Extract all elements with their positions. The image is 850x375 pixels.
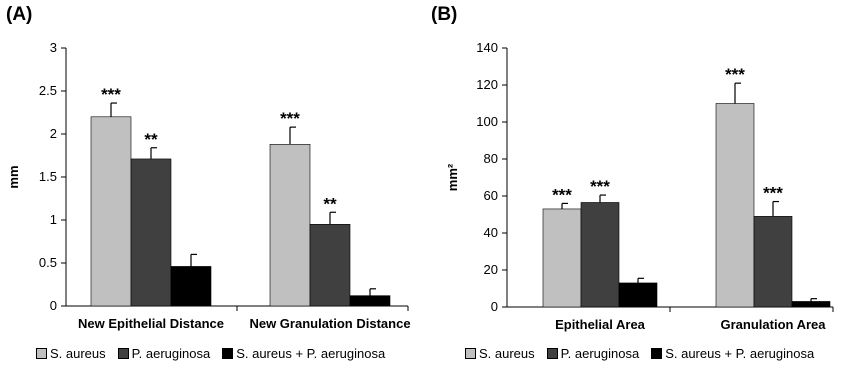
panel-label: (B) (431, 4, 458, 25)
legend-item: S. aureus + P. aeruginosa (222, 346, 385, 361)
significance-label: *** (101, 85, 121, 104)
bar (309, 224, 351, 307)
bar-chart-b: 0 20 40 60 80 100 120 140 mm² *** *** Epithelial Ar… (445, 40, 834, 332)
significance-label: ** (144, 130, 158, 149)
y-tick-label: 3 (50, 40, 57, 55)
significance-label: *** (552, 185, 572, 204)
legend: S. aureus P. aeruginosa S. aureus + P. aer… (465, 346, 826, 361)
legend-label: P. aeruginosa (560, 346, 640, 361)
legend-swatch (651, 348, 663, 359)
y-tick-label: 1.5 (39, 169, 57, 184)
legend-item: S. aureus (465, 346, 535, 361)
legend-label: S. aureus (479, 346, 535, 361)
legend-item: S. aureus + P. aeruginosa (651, 346, 814, 361)
significance-label: *** (590, 177, 610, 196)
y-tick-label: 20 (484, 262, 498, 277)
y-tick-label: 100 (476, 114, 498, 129)
bar (791, 301, 831, 308)
category-label: New Epithelial Distance (78, 316, 224, 331)
chart-panel-a: (A) 0 0.5 1 1.5 2 2.5 3 mm *** ** New Epithelial D… (6, 4, 411, 361)
legend-item: P. aeruginosa (117, 346, 211, 361)
panel-label: (A) (6, 4, 33, 25)
significance-label: *** (725, 65, 745, 84)
bar (580, 202, 620, 308)
legend-label: S. aureus + P. aeruginosa (665, 346, 815, 361)
legend-swatch (222, 348, 234, 359)
significance-label: *** (280, 109, 300, 128)
y-tick-label: 140 (476, 40, 498, 55)
y-axis-label: mm² (445, 163, 460, 191)
category-label: Epithelial Area (555, 317, 646, 332)
y-tick-label: 0 (491, 299, 498, 314)
legend: S. aureus P. aeruginosa S. aureus + P. aer… (36, 346, 397, 361)
chart-panel-b: (B) 0 20 40 60 80 100 120 140 mm² *** *** Epithelia… (425, 0, 850, 375)
y-tick-label: 0.5 (39, 255, 57, 270)
legend-item: P. aeruginosa (546, 346, 640, 361)
legend-swatch (117, 348, 129, 359)
legend-item: S. aureus (36, 346, 106, 361)
legend-swatch (546, 348, 558, 359)
bar (90, 116, 132, 307)
significance-label: ** (323, 194, 337, 213)
category-label: Granulation Area (721, 317, 827, 332)
y-tick-label: 80 (484, 151, 498, 166)
bar (542, 208, 582, 308)
y-tick-label: 2.5 (39, 83, 57, 98)
bar (618, 282, 658, 308)
y-tick-label: 0 (50, 298, 57, 313)
bar (349, 295, 391, 307)
legend-swatch (465, 348, 476, 359)
y-tick-label: 120 (476, 77, 498, 92)
legend-label: S. aureus (50, 346, 106, 361)
bar (170, 266, 212, 307)
y-tick-label: 40 (484, 225, 498, 240)
y-tick-label: 60 (484, 188, 498, 203)
legend-swatch (36, 348, 47, 359)
significance-label: *** (763, 184, 783, 203)
category-label: New Granulation Distance (249, 316, 410, 331)
y-tick-label: 1 (50, 212, 57, 227)
y-tick-label: 2 (50, 126, 57, 141)
bar (130, 158, 172, 307)
bar (753, 216, 793, 308)
bar (715, 103, 755, 308)
legend-label: P. aeruginosa (131, 346, 211, 361)
y-axis-label: mm (6, 165, 21, 188)
legend-label: S. aureus + P. aeruginosa (236, 346, 386, 361)
bar (269, 144, 311, 307)
